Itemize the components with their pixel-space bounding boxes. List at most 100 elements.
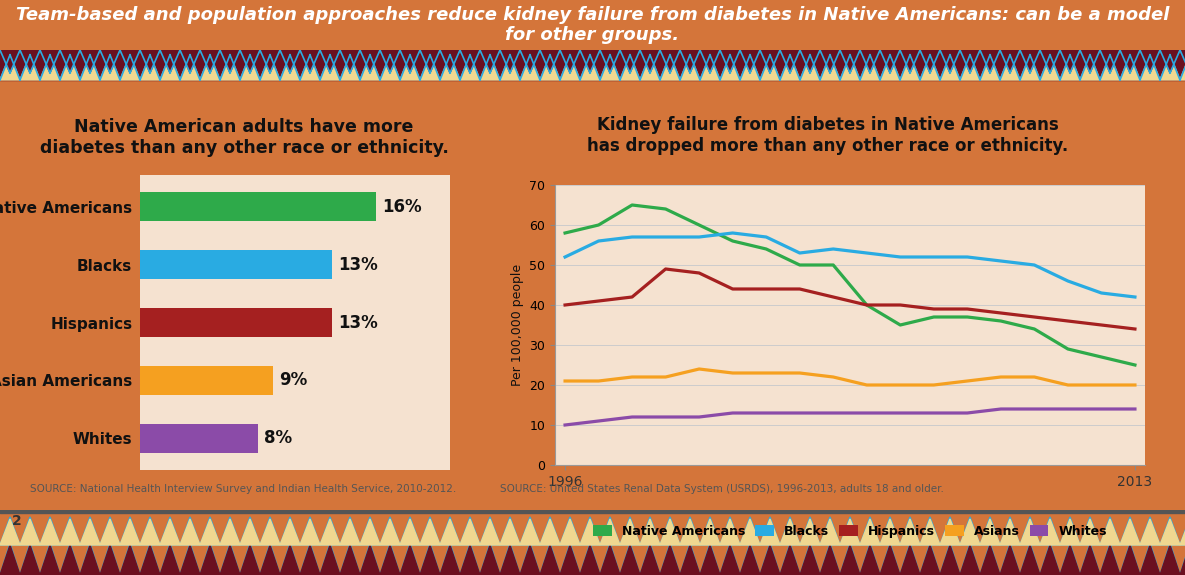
Polygon shape bbox=[1100, 545, 1120, 575]
Polygon shape bbox=[1000, 55, 1020, 80]
Polygon shape bbox=[460, 519, 480, 545]
Polygon shape bbox=[720, 519, 739, 545]
Bar bbox=[140, 308, 332, 337]
Polygon shape bbox=[300, 545, 320, 575]
Polygon shape bbox=[620, 50, 640, 73]
Polygon shape bbox=[1160, 50, 1180, 73]
Polygon shape bbox=[160, 517, 180, 545]
Polygon shape bbox=[1080, 50, 1100, 73]
Polygon shape bbox=[419, 545, 440, 575]
Polygon shape bbox=[960, 545, 980, 575]
Polygon shape bbox=[100, 517, 120, 545]
Polygon shape bbox=[739, 517, 760, 545]
Polygon shape bbox=[840, 545, 860, 575]
Polygon shape bbox=[700, 543, 720, 575]
Polygon shape bbox=[340, 519, 360, 545]
Polygon shape bbox=[820, 50, 840, 73]
Polygon shape bbox=[1000, 50, 1020, 73]
Polygon shape bbox=[780, 50, 800, 73]
Polygon shape bbox=[1080, 519, 1100, 545]
Polygon shape bbox=[540, 55, 561, 80]
Y-axis label: Per 100,000 people: Per 100,000 people bbox=[511, 264, 524, 386]
Polygon shape bbox=[820, 543, 840, 575]
Polygon shape bbox=[840, 519, 860, 545]
Polygon shape bbox=[280, 50, 300, 73]
Polygon shape bbox=[700, 519, 720, 545]
Polygon shape bbox=[460, 50, 480, 73]
Polygon shape bbox=[220, 545, 241, 575]
Polygon shape bbox=[720, 517, 739, 545]
Polygon shape bbox=[820, 519, 840, 545]
Polygon shape bbox=[260, 519, 280, 545]
Polygon shape bbox=[140, 519, 160, 545]
Polygon shape bbox=[120, 519, 140, 545]
Polygon shape bbox=[1020, 55, 1040, 80]
Polygon shape bbox=[540, 517, 561, 545]
Polygon shape bbox=[1180, 517, 1185, 545]
Polygon shape bbox=[579, 55, 600, 80]
Polygon shape bbox=[1000, 517, 1020, 545]
Polygon shape bbox=[660, 543, 680, 575]
Polygon shape bbox=[241, 545, 260, 575]
Polygon shape bbox=[640, 50, 660, 73]
Polygon shape bbox=[1160, 517, 1180, 545]
Polygon shape bbox=[500, 50, 520, 73]
Polygon shape bbox=[1120, 55, 1140, 80]
Polygon shape bbox=[20, 517, 40, 545]
Polygon shape bbox=[1040, 543, 1061, 575]
Polygon shape bbox=[1160, 543, 1180, 575]
Polygon shape bbox=[140, 543, 160, 575]
Polygon shape bbox=[280, 545, 300, 575]
Polygon shape bbox=[0, 517, 20, 545]
Polygon shape bbox=[780, 517, 800, 545]
Polygon shape bbox=[120, 50, 140, 73]
Polygon shape bbox=[1061, 50, 1080, 73]
Polygon shape bbox=[0, 543, 20, 575]
Polygon shape bbox=[20, 50, 40, 73]
Polygon shape bbox=[1000, 519, 1020, 545]
Bar bbox=[140, 424, 258, 453]
Polygon shape bbox=[320, 50, 340, 73]
Polygon shape bbox=[320, 55, 340, 80]
Polygon shape bbox=[680, 517, 700, 545]
Polygon shape bbox=[880, 545, 899, 575]
Polygon shape bbox=[820, 517, 840, 545]
Bar bbox=[140, 193, 376, 221]
Polygon shape bbox=[100, 519, 120, 545]
Polygon shape bbox=[899, 517, 920, 545]
Polygon shape bbox=[180, 519, 200, 545]
Polygon shape bbox=[81, 543, 100, 575]
Polygon shape bbox=[940, 545, 960, 575]
Polygon shape bbox=[100, 545, 120, 575]
Polygon shape bbox=[300, 55, 320, 80]
Polygon shape bbox=[561, 50, 579, 73]
Polygon shape bbox=[20, 519, 40, 545]
Polygon shape bbox=[241, 517, 260, 545]
Polygon shape bbox=[500, 543, 520, 575]
Polygon shape bbox=[40, 517, 60, 545]
Polygon shape bbox=[320, 545, 340, 575]
Bar bbox=[140, 250, 332, 279]
Polygon shape bbox=[401, 55, 419, 80]
Polygon shape bbox=[820, 545, 840, 575]
Polygon shape bbox=[1061, 545, 1080, 575]
Polygon shape bbox=[220, 519, 241, 545]
Polygon shape bbox=[1000, 545, 1020, 575]
Polygon shape bbox=[760, 543, 780, 575]
Polygon shape bbox=[340, 543, 360, 575]
Polygon shape bbox=[360, 543, 380, 575]
Polygon shape bbox=[120, 545, 140, 575]
Polygon shape bbox=[700, 517, 720, 545]
Polygon shape bbox=[579, 517, 600, 545]
Polygon shape bbox=[860, 50, 880, 73]
Polygon shape bbox=[1020, 519, 1040, 545]
Polygon shape bbox=[880, 50, 899, 73]
Polygon shape bbox=[860, 517, 880, 545]
Polygon shape bbox=[480, 519, 500, 545]
Polygon shape bbox=[460, 545, 480, 575]
Polygon shape bbox=[840, 55, 860, 80]
Polygon shape bbox=[60, 543, 81, 575]
Polygon shape bbox=[1080, 543, 1100, 575]
Polygon shape bbox=[1120, 543, 1140, 575]
Text: 2: 2 bbox=[12, 514, 21, 528]
